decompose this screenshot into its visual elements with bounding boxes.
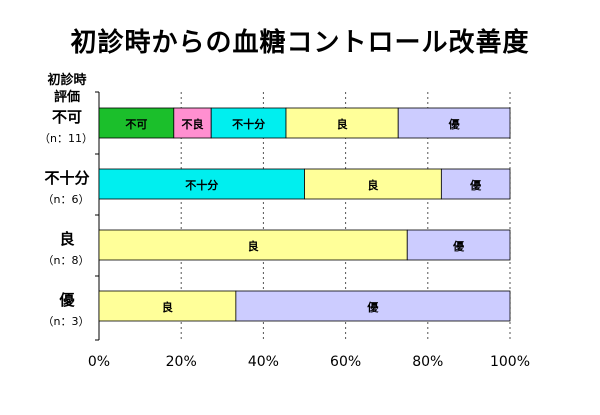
bar-segment: [397, 107, 511, 139]
category-n-label: （n：3）: [43, 315, 90, 328]
bar-segment: [235, 290, 511, 322]
bar-segment: [304, 168, 442, 200]
x-tick-label: 60%: [330, 354, 361, 370]
chart-title: 初診時からの血糖コントロール改善度: [70, 28, 530, 58]
bar-segment-label: 不良: [182, 117, 204, 131]
category-n-label: （n：11）: [39, 132, 93, 145]
category-label: 不十分: [44, 169, 89, 187]
bar-segment: [98, 168, 305, 200]
x-tick-label: 40%: [248, 354, 279, 370]
bar-segment-label: 良: [162, 300, 173, 314]
bar-segment-label: 優: [452, 239, 465, 253]
category-label: 優: [58, 291, 75, 309]
bar-segment: [98, 107, 175, 139]
category-axis-label: 評価: [54, 89, 80, 105]
category-label: 不可: [52, 108, 82, 126]
bar-segment: [98, 290, 237, 322]
bar-segment-label: 優: [448, 117, 461, 131]
bar-segment-label: 不十分: [185, 178, 218, 192]
bar-segment-label: 良: [367, 178, 378, 192]
category-label: 良: [59, 230, 74, 248]
bar-segment-label: 優: [469, 178, 482, 192]
bar-segment-label: 優: [366, 300, 379, 314]
category-n-label: （n：6）: [43, 193, 90, 206]
category-axis-label: 初診時: [47, 72, 86, 88]
bar-segment: [406, 229, 511, 261]
category-n-label: （n：8）: [43, 254, 90, 267]
x-tick-label: 80%: [412, 354, 443, 370]
x-tick-label: 0%: [88, 354, 110, 370]
x-tick-label: 20%: [166, 354, 197, 370]
bar-segment-label: 良: [337, 117, 348, 131]
x-tick-label: 100%: [490, 354, 530, 370]
bar-segment-label: 不可: [125, 118, 147, 131]
bar-segment-label: 不十分: [232, 117, 265, 131]
bar-segment-label: 良: [248, 239, 259, 253]
bar-segment: [440, 168, 511, 200]
